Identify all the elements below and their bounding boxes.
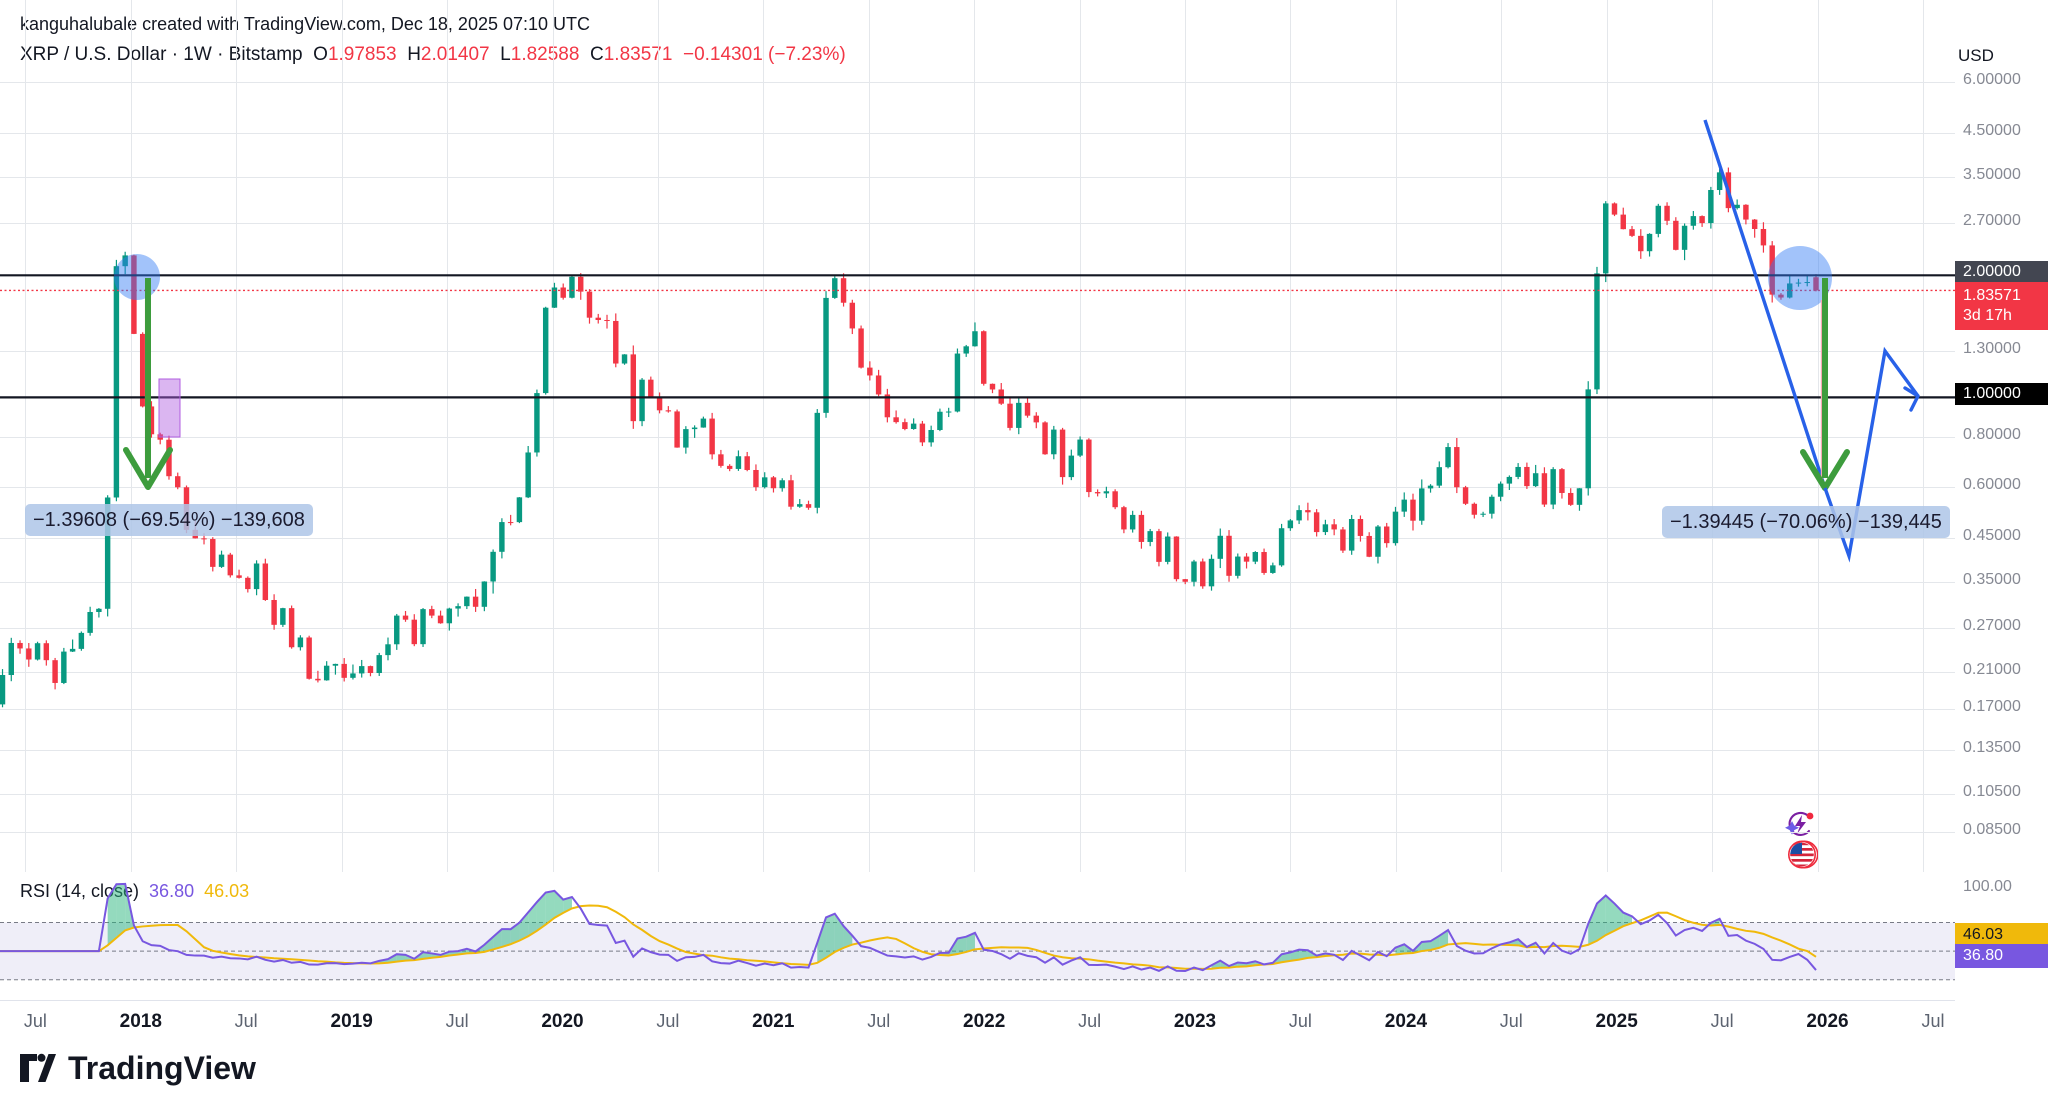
svg-text:−1.39608 (−69.54%) −139,608: −1.39608 (−69.54%) −139,608 (33, 509, 305, 531)
svg-text:−1.39445 (−70.06%) −139,445: −1.39445 (−70.06%) −139,445 (1670, 511, 1942, 533)
